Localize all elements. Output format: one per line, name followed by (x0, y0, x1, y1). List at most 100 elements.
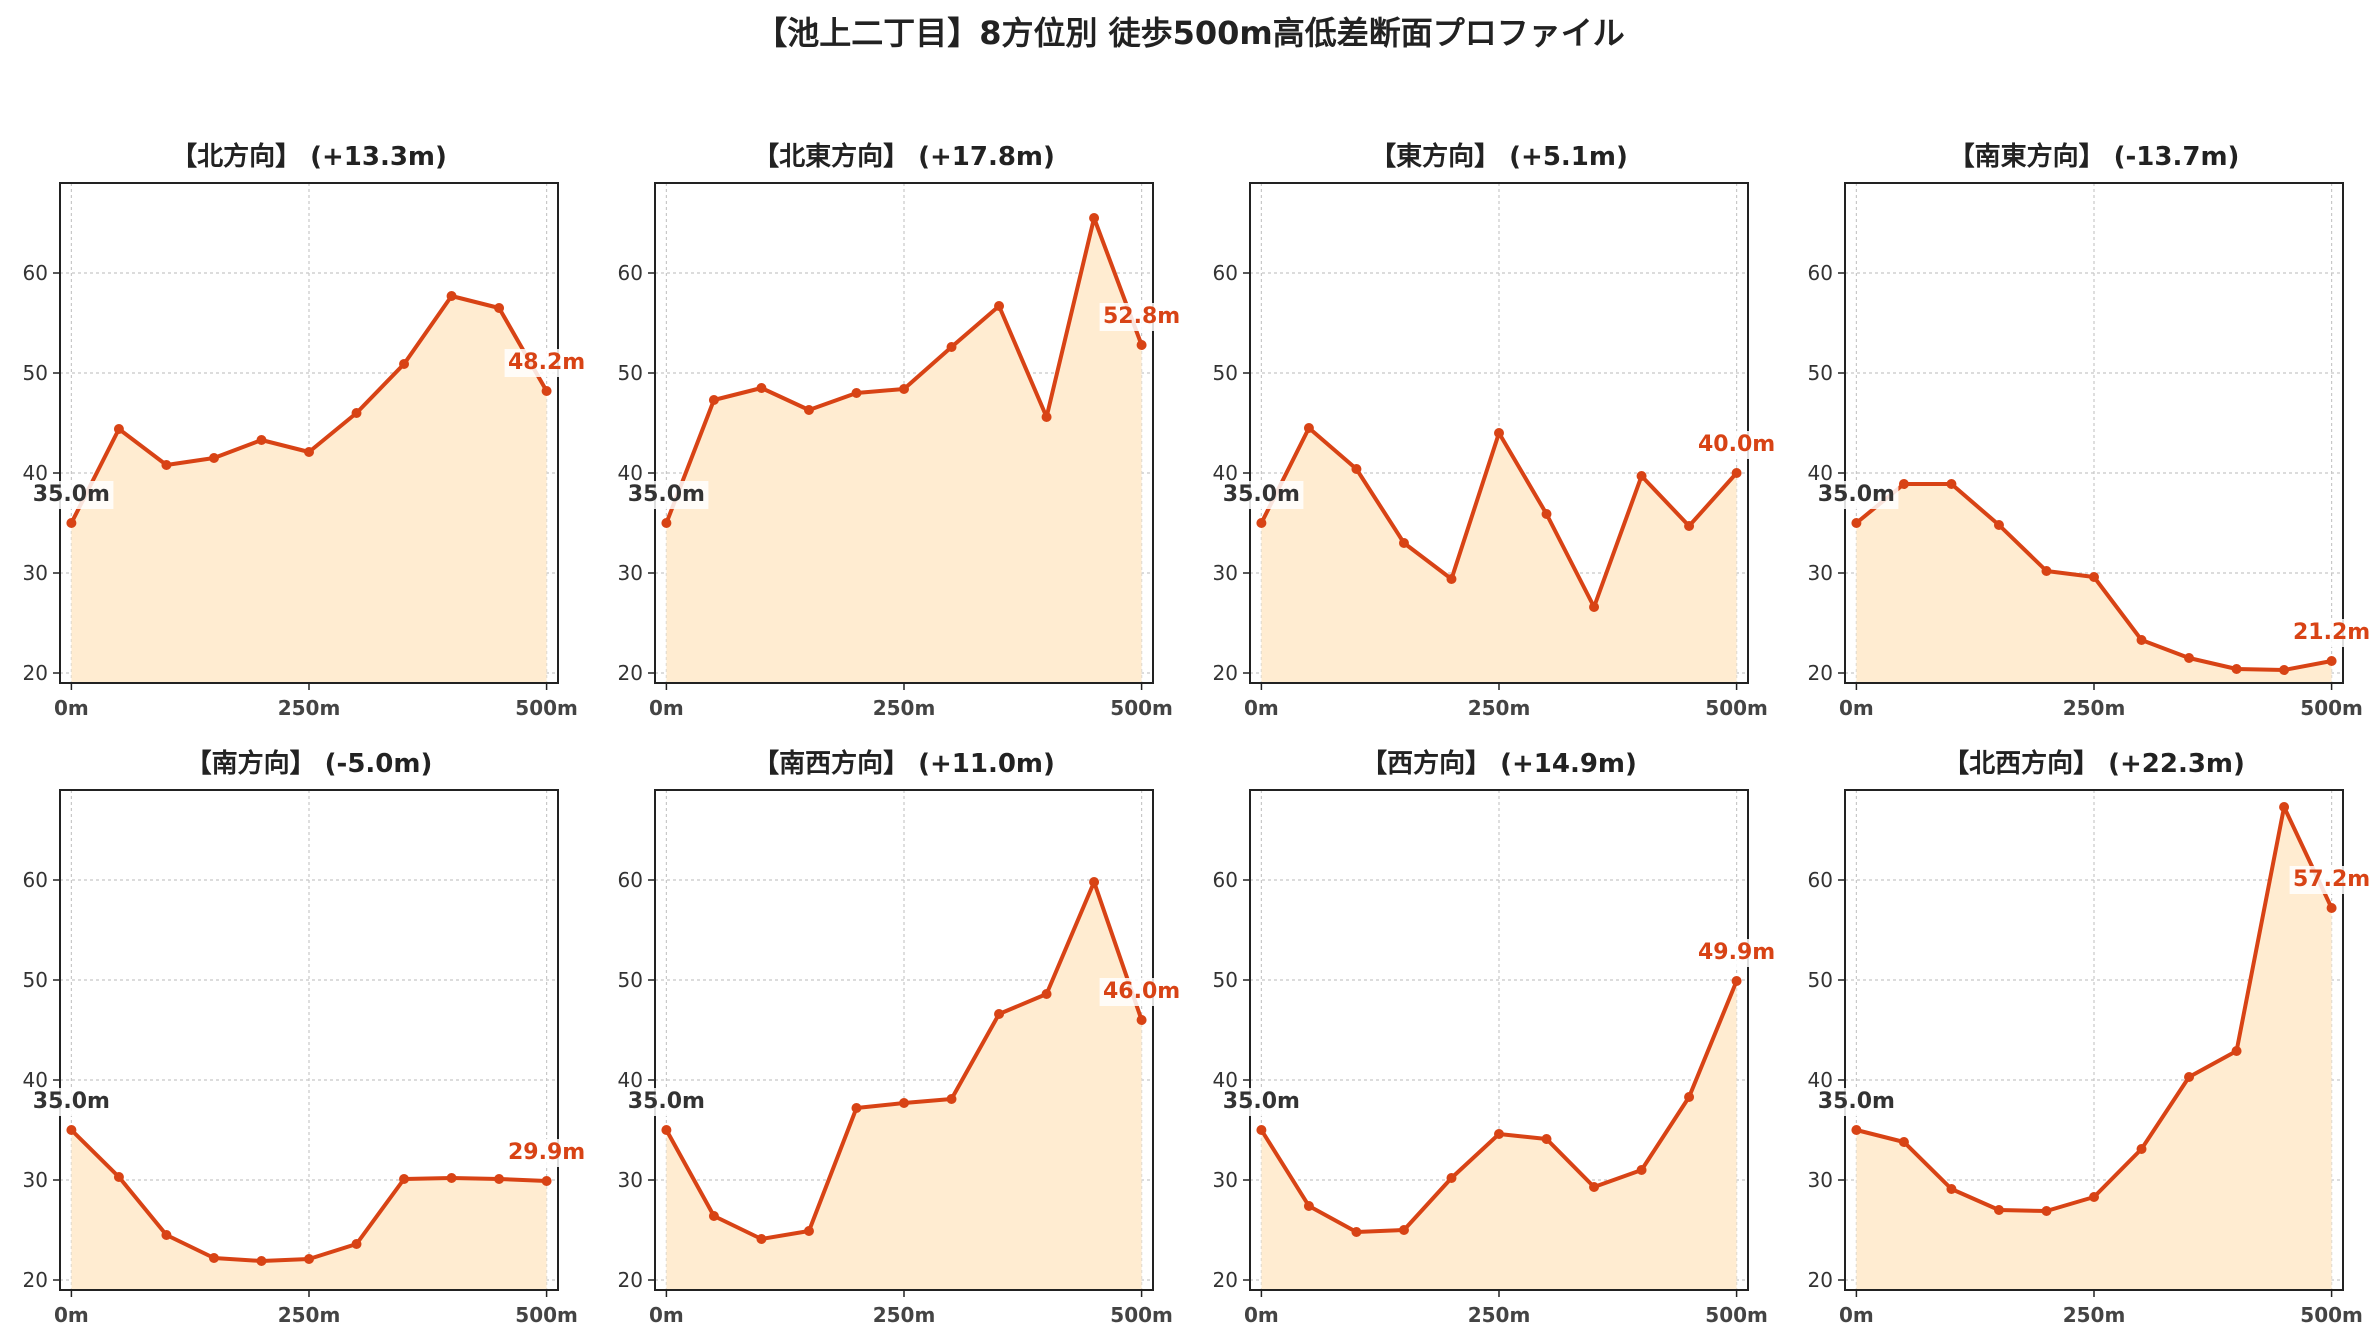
x-tick-label: 250m (2063, 1303, 2126, 1327)
x-tick-label: 500m (1110, 696, 1173, 720)
area-fill (71, 1130, 547, 1290)
data-point (994, 1009, 1005, 1019)
data-point (1636, 471, 1647, 481)
x-tick-label: 0m (1244, 1303, 1279, 1327)
x-tick-label: 500m (1705, 696, 1768, 720)
data-point (1636, 1165, 1647, 1175)
data-point (1684, 521, 1695, 531)
end-label-bg (2289, 866, 2374, 894)
data-point (1136, 1015, 1147, 1025)
data-point (661, 1125, 672, 1135)
data-point (1589, 1182, 1600, 1192)
data-point (756, 383, 767, 393)
data-point (1731, 976, 1742, 986)
y-tick-label: 50 (1213, 361, 1238, 385)
y-tick-label: 30 (1213, 561, 1238, 585)
data-point (541, 1176, 552, 1186)
data-point (256, 435, 267, 445)
start-label: 35.0m (628, 482, 705, 507)
y-tick-label: 60 (1808, 261, 1833, 285)
x-tick-label: 250m (1468, 1303, 1531, 1327)
data-point (2279, 665, 2290, 675)
panel-title: 【南方向】 (-5.0m) (186, 748, 433, 779)
data-point (2184, 653, 2195, 663)
y-tick-label: 60 (1808, 868, 1833, 892)
end-label-bg (1694, 939, 1779, 967)
y-tick-label: 50 (1213, 968, 1238, 992)
y-tick-label: 60 (23, 261, 48, 285)
data-point (2041, 566, 2052, 576)
data-point (66, 1125, 77, 1135)
data-point (1041, 412, 1052, 422)
x-tick-label: 0m (1839, 1303, 1874, 1327)
data-point (661, 518, 672, 528)
panel-title: 【西方向】 (+14.9m) (1361, 748, 1637, 779)
x-tick-label: 0m (54, 696, 89, 720)
data-point (208, 1253, 219, 1263)
x-tick-label: 250m (2063, 696, 2126, 720)
data-point (351, 1239, 362, 1249)
x-tick-label: 250m (873, 1303, 936, 1327)
data-point (2279, 802, 2290, 812)
data-point (541, 386, 552, 396)
data-point (1731, 468, 1742, 478)
end-label: 40.0m (1698, 432, 1775, 457)
y-tick-label: 50 (1808, 361, 1833, 385)
data-point (1898, 479, 1909, 489)
data-point (1898, 1137, 1909, 1147)
start-label: 35.0m (1818, 1089, 1895, 1114)
start-label: 35.0m (33, 482, 110, 507)
data-point (1303, 1201, 1314, 1211)
start-label-bg (29, 481, 114, 509)
data-point (1946, 1184, 1957, 1194)
data-point (803, 1226, 814, 1236)
data-point (946, 1094, 957, 1104)
y-tick-label: 50 (618, 968, 643, 992)
x-tick-label: 500m (515, 1303, 578, 1327)
data-point (2231, 664, 2242, 674)
y-tick-label: 30 (1808, 1168, 1833, 1192)
end-label: 48.2m (508, 350, 585, 375)
data-point (708, 1211, 719, 1221)
y-tick-label: 20 (618, 661, 643, 685)
y-tick-label: 30 (1808, 561, 1833, 585)
data-point (1446, 574, 1457, 584)
y-tick-label: 50 (23, 968, 48, 992)
data-point (1089, 213, 1100, 223)
data-point (803, 405, 814, 415)
data-point (2184, 1072, 2195, 1082)
data-point (1589, 602, 1600, 612)
start-label-bg (624, 1088, 709, 1116)
data-point (351, 408, 362, 418)
panel-title: 【北東方向】 (+17.8m) (753, 141, 1055, 172)
data-point (946, 342, 957, 352)
data-point (994, 301, 1005, 311)
data-point (1136, 340, 1147, 350)
data-point (2089, 1192, 2099, 1202)
data-point (399, 359, 410, 369)
area-fill (1261, 428, 1737, 683)
end-label: 52.8m (1103, 304, 1180, 329)
y-tick-label: 30 (618, 561, 643, 585)
start-label: 35.0m (33, 1089, 110, 1114)
data-point (1494, 1129, 1504, 1139)
y-tick-label: 60 (1213, 868, 1238, 892)
x-tick-label: 0m (649, 1303, 684, 1327)
data-point (1684, 1092, 1695, 1102)
end-label-bg (2289, 619, 2374, 647)
y-tick-label: 60 (618, 261, 643, 285)
data-point (1256, 1125, 1267, 1135)
y-tick-label: 60 (1213, 261, 1238, 285)
data-point (1398, 1225, 1409, 1235)
data-point (1851, 518, 1862, 528)
data-point (851, 1103, 862, 1113)
y-tick-label: 30 (23, 1168, 48, 1192)
start-label-bg (1814, 1088, 1899, 1116)
area-fill (1856, 807, 2332, 1290)
start-label-bg (1219, 1088, 1304, 1116)
data-point (256, 1256, 267, 1266)
